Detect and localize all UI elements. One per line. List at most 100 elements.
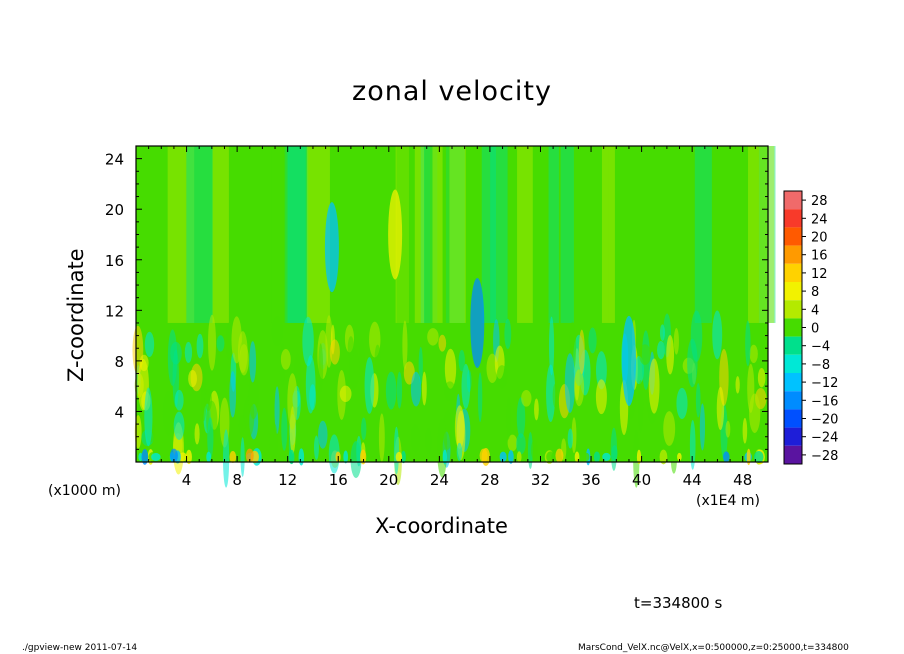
y-tick-label: 4 [114, 403, 124, 421]
field-boundary-cell [593, 451, 600, 463]
colorbar-swatch [784, 282, 802, 301]
colorbar-swatch [784, 209, 802, 228]
field-cell [318, 420, 328, 449]
field-cell [633, 429, 640, 488]
field-streak [285, 146, 309, 323]
colorbar-swatch [784, 263, 802, 282]
field-streak [185, 146, 212, 323]
field-streak [420, 146, 431, 323]
field-boundary-cell [659, 449, 668, 465]
field-cell [240, 437, 245, 477]
field-streak [414, 146, 425, 323]
y-tick-label: 12 [105, 302, 124, 320]
field-boundary-cell [178, 452, 187, 462]
field-cell [194, 423, 200, 445]
field-boundary-cell [360, 449, 367, 465]
x-tick-label: 36 [581, 471, 600, 489]
field-streak [445, 146, 465, 323]
field-cell [699, 403, 706, 451]
field-cell [595, 379, 607, 415]
field-cell [421, 371, 427, 406]
y-tick-label: 20 [105, 201, 124, 219]
field-cell [302, 316, 314, 367]
field-streak [432, 146, 443, 323]
field-streak [449, 146, 466, 323]
field-streak [548, 146, 559, 323]
x-tick-label: 44 [683, 471, 702, 489]
field-cell [208, 314, 217, 371]
field-cell [595, 351, 607, 390]
field-cell [229, 371, 237, 418]
x-tick-label: 20 [379, 471, 398, 489]
field-cell [144, 331, 155, 357]
field-cell [757, 368, 766, 388]
field-cell [546, 364, 556, 422]
field-cell [393, 426, 399, 475]
field-cell [567, 428, 573, 449]
colorbar-label: −4 [811, 340, 830, 355]
field-streak [271, 146, 288, 323]
field-streak [624, 146, 640, 323]
field-cell [438, 334, 447, 352]
field-cell [571, 417, 577, 454]
field-cell [410, 424, 421, 453]
colorbar-label: −28 [811, 449, 838, 464]
field-cell [184, 341, 193, 363]
field-cell [274, 386, 280, 435]
field-streak [739, 146, 754, 323]
field-streak [748, 146, 775, 323]
field-cell [716, 386, 725, 431]
field-cell [350, 441, 362, 479]
field-streak [395, 146, 409, 323]
field-cell [329, 339, 340, 365]
field-boundary-cell [229, 451, 237, 463]
velocity-field [132, 146, 776, 488]
field-cell [318, 343, 324, 394]
colorbar-label: 12 [811, 267, 828, 282]
colorbar-label: 4 [811, 303, 819, 318]
x-tick-label: 32 [531, 471, 550, 489]
x-tick-label: 4 [182, 471, 192, 489]
field-cell [188, 369, 197, 388]
field-streak [420, 146, 438, 323]
field-boundary-cell [723, 451, 730, 463]
field-boundary-cell [499, 451, 507, 463]
field-streak [551, 146, 561, 323]
field-boundary-cell [141, 448, 149, 465]
field-cell [676, 387, 688, 420]
field-cell [358, 338, 365, 389]
field-boundary-cell [677, 452, 682, 462]
field-cell [507, 434, 518, 452]
field-cell [456, 442, 463, 462]
x-tick-label: 12 [278, 471, 297, 489]
field-cell [196, 333, 204, 359]
colorbar-swatch [784, 409, 802, 428]
field-cell [648, 358, 660, 414]
field-cell [207, 417, 214, 460]
field-cell [249, 341, 257, 383]
field-cell [225, 322, 232, 360]
field-cell [735, 376, 740, 394]
field-boundary-cell [395, 451, 403, 463]
colorbar-label: −24 [811, 431, 838, 446]
field-cell [173, 411, 185, 440]
colorbar-label: 8 [811, 285, 819, 300]
field-cell [527, 432, 533, 470]
field-feature [388, 189, 403, 280]
colorbar: 28 24 20 16 12 8 4 0 −4 −8 −12 −16 −20 −24 −28 [783, 190, 838, 465]
field-boundary-cell [151, 452, 161, 461]
field-cell [216, 335, 225, 352]
y-tick-label: 24 [105, 151, 124, 169]
field-streak [255, 146, 272, 323]
time-label: t=334800 s [634, 594, 723, 612]
field-streak [396, 146, 418, 323]
colorbar-label: −16 [811, 394, 838, 409]
x-tick-label: 8 [232, 471, 242, 489]
field-cell [396, 371, 403, 409]
field-feature [555, 448, 564, 463]
field-cell [573, 369, 585, 407]
field-feature [621, 315, 636, 406]
y-axis-label: Z-coordinate [64, 248, 88, 382]
field-cell [418, 346, 423, 385]
